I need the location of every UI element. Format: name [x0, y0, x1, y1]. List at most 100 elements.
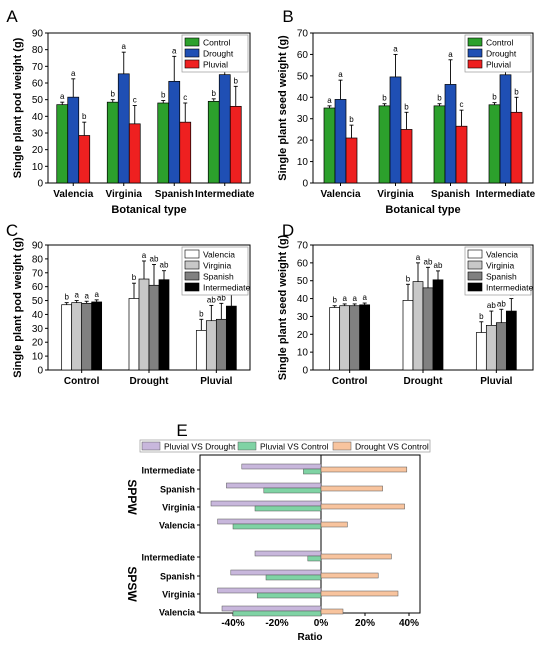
panel-a-significance-letter: a — [172, 46, 177, 55]
panel-e-group-label: SPPW — [125, 479, 139, 515]
panel-a-category-label: Virginia — [106, 189, 143, 200]
panel-letter-c: C — [6, 221, 18, 240]
panel-a-bar-control — [207, 100, 220, 184]
panel-d-ytick-label: 10 — [297, 348, 309, 359]
panel-d-bar-intermediate — [432, 279, 444, 371]
panel-b-legend-swatch — [467, 37, 483, 47]
panel-e-xtick-label: 0% — [314, 618, 329, 629]
panel-e-bar-drought-vs-control — [320, 572, 379, 579]
panel-e-xlabel: Ratio — [298, 632, 323, 643]
panel-a-ytick-label: 50 — [32, 95, 44, 106]
panel-b-legend-swatch — [467, 59, 483, 69]
panel-b-category-label: Intermediate — [476, 189, 536, 200]
panel-b-significance-letter: b — [514, 87, 519, 96]
panel-b-xlabel: Botanical type — [385, 204, 460, 216]
panel-e-bar-drought-vs-control — [320, 521, 348, 528]
panel-c-legend-label: Valencia — [203, 250, 235, 260]
panel-a-ytick-label: 40 — [32, 112, 44, 123]
panel-b-significance-letter: a — [393, 44, 398, 53]
panel-c-bar-intermediate — [225, 305, 237, 371]
panel-b-legend-swatch — [467, 48, 483, 58]
panel-e-bar-pluvial-vs-drought — [226, 482, 322, 489]
panel-b-category-label: Virginia — [377, 189, 414, 200]
panel-d-bar-virginia — [412, 281, 424, 371]
panel-d-ytick-label: 40 — [297, 294, 309, 305]
panel-e-legend-swatch — [141, 441, 161, 451]
panel-d-bar-virginia — [339, 305, 351, 371]
panel-d-legend-label: Intermediate — [486, 283, 534, 293]
panel-b-significance-letter: b — [437, 94, 442, 103]
panel-e-bar-drought-vs-control — [320, 485, 383, 492]
panel-c-legend-swatch — [184, 282, 200, 292]
panel-b-bar-drought — [499, 74, 512, 184]
panel-e-legend-swatch — [332, 441, 352, 451]
panel-d-legend-label: Virginia — [486, 261, 514, 271]
panel-b-legend-label: Pluvial — [486, 60, 511, 70]
panel-e-xtick-label: 20% — [355, 618, 375, 629]
panel-d-significance-letter: ab — [424, 257, 433, 266]
panel-e-bar-pluvial-vs-drought — [210, 500, 322, 507]
panel-d-significance-letter: a — [342, 294, 347, 303]
panel-a-ytick-label: 30 — [32, 129, 44, 140]
panel-d-bar-virginia — [485, 325, 497, 371]
panel-e-category-label: Intermediate — [141, 466, 195, 476]
panel-e-bar-pluvial-vs-drought — [230, 569, 322, 576]
panel-e-bar-drought-vs-control — [320, 553, 392, 560]
panel-letter-a: A — [6, 7, 18, 26]
panel-b-bar-pluvial — [455, 125, 468, 184]
panel-b-significance-letter: c — [460, 100, 464, 109]
panel-a-bar-control — [106, 101, 119, 184]
panel-d-bar-intermediate — [505, 310, 517, 371]
panel-d-ytick-label: 0 — [302, 366, 308, 377]
panel-d-bar-spanish — [422, 287, 434, 371]
panel-a-significance-letter: c — [183, 93, 187, 102]
panel-a-ytick-label: 10 — [32, 162, 44, 173]
panel-c-category-label: Control — [64, 376, 100, 387]
panel-a-bar-pluvial — [229, 105, 242, 184]
panel-e-category-label: Valencia — [159, 608, 196, 618]
panel-d-significance-letter: b — [406, 274, 411, 283]
panel-d-ytick-label: 20 — [297, 330, 309, 341]
panel-d-legend-swatch — [467, 249, 483, 259]
panel-d-significance-letter: ab — [497, 299, 506, 308]
panel-a-ytick-label: 70 — [32, 62, 44, 73]
panel-e-bar-pluvial-vs-control — [265, 574, 322, 581]
panel-d-category-label: Drought — [404, 376, 444, 387]
panel-a-legend-label: Drought — [203, 49, 234, 59]
panel-e-bar-pluvial-vs-drought — [254, 550, 322, 557]
panel-a-ytick-label: 90 — [32, 29, 44, 40]
panel-b-significance-letter: b — [404, 102, 409, 111]
panel-c-ylabel: Single plant pod weight (g) — [12, 237, 24, 378]
panel-a-ytick-label: 60 — [32, 79, 44, 90]
panel-a-significance-letter: c — [133, 96, 137, 105]
panel-a-bar-pluvial — [128, 123, 141, 184]
panel-e-bar-pluvial-vs-control — [232, 523, 322, 530]
panel-b-bar-control — [378, 105, 391, 184]
panel-d-bar-intermediate — [359, 304, 371, 371]
panel-c-legend-label: Spanish — [203, 272, 234, 282]
panel-b-bar-pluvial — [400, 129, 413, 184]
panel-e-legend-label: Drought VS Control — [355, 442, 429, 452]
panel-c-ytick-label: 20 — [32, 338, 44, 349]
panel-b-significance-letter: b — [492, 93, 497, 102]
panel-a-bar-pluvial — [179, 121, 192, 184]
panel-a-ytick-label: 20 — [32, 145, 44, 156]
panel-b-ylabel: Single plant seed weight (g) — [277, 35, 289, 181]
panel-a-significance-letter: b — [82, 112, 87, 121]
panel-a-category-label: Intermediate — [195, 189, 255, 200]
panel-a-bar-drought — [67, 96, 80, 184]
panel-b-category-label: Spanish — [431, 189, 470, 200]
panel-a-category-label: Spanish — [155, 189, 194, 200]
panel-a-significance-letter: b — [234, 76, 239, 85]
panel-d-ytick-label: 70 — [297, 241, 309, 252]
panel-b-ytick-label: 10 — [297, 157, 309, 168]
panel-d-category-label: Pluvial — [480, 376, 512, 387]
panel-a-significance-letter: a — [71, 69, 76, 78]
panel-d-significance-letter: a — [352, 294, 357, 303]
panel-e-bar-pluvial-vs-drought — [241, 463, 322, 470]
panel-d-legend-label: Valencia — [486, 250, 518, 260]
panel-e-xtick-label: -40% — [221, 618, 244, 629]
panel-e-category-label: Intermediate — [141, 553, 195, 563]
panel-a-legend-label: Pluvial — [203, 60, 228, 70]
